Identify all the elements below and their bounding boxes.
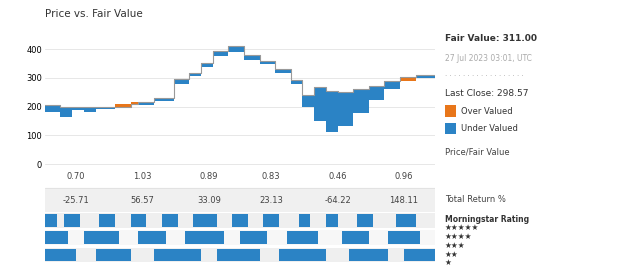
Bar (303, 95, 314, 107)
Bar (45, 213, 435, 228)
Text: 2019: 2019 (131, 173, 154, 182)
Bar (326, 91, 338, 132)
Text: 0.70: 0.70 (67, 172, 85, 181)
Bar (357, 214, 372, 227)
Bar (338, 92, 353, 126)
Text: Total Return %: Total Return % (445, 195, 506, 204)
Text: 27 Jul 2023 03:01, UTC: 27 Jul 2023 03:01, UTC (445, 54, 532, 63)
Bar (212, 51, 228, 56)
Text: 56.57: 56.57 (131, 196, 154, 205)
Text: Fair Value: 311.00: Fair Value: 311.00 (445, 34, 537, 43)
Text: -25.71: -25.71 (63, 196, 90, 205)
Bar (131, 214, 147, 227)
Text: 2020: 2020 (196, 173, 219, 182)
Bar (45, 164, 435, 188)
Bar (131, 101, 138, 104)
Bar (342, 231, 369, 244)
Bar (240, 231, 268, 244)
Bar (162, 214, 177, 227)
Bar (186, 231, 225, 244)
Text: Price/Fair Value: Price/Fair Value (445, 148, 509, 157)
Bar (404, 249, 435, 261)
Text: 2022: 2022 (326, 173, 349, 182)
Text: 2018: 2018 (66, 173, 89, 182)
Bar (154, 249, 201, 261)
Bar (228, 46, 244, 52)
Bar (154, 98, 173, 101)
Bar (260, 61, 275, 64)
Bar (95, 249, 131, 261)
Text: 33.09: 33.09 (197, 196, 221, 205)
Bar (45, 105, 60, 112)
Bar (216, 249, 260, 261)
Bar (45, 248, 435, 262)
Text: ★★★★★: ★★★★★ (445, 223, 479, 232)
Text: ★★★: ★★★ (445, 241, 465, 250)
Text: 1.03: 1.03 (133, 172, 152, 181)
Bar (416, 75, 435, 78)
Bar (60, 107, 72, 117)
Text: ★: ★ (445, 258, 452, 265)
Bar (314, 87, 326, 121)
Bar (45, 188, 435, 212)
Bar (45, 214, 56, 227)
Text: ★★: ★★ (445, 250, 458, 259)
Bar (138, 231, 166, 244)
Bar (287, 231, 318, 244)
Text: 148.11: 148.11 (390, 196, 419, 205)
Bar (173, 79, 189, 84)
Text: 0.96: 0.96 (395, 172, 413, 181)
Bar (264, 214, 279, 227)
Bar (396, 214, 416, 227)
Bar (291, 80, 303, 84)
Bar (45, 249, 76, 261)
Bar (400, 77, 416, 81)
Bar (189, 73, 201, 76)
Text: Under Valued: Under Valued (461, 124, 518, 133)
Bar (275, 69, 291, 73)
Text: Last Close: 298.57: Last Close: 298.57 (445, 89, 528, 98)
Bar (244, 55, 260, 60)
Text: 0.89: 0.89 (200, 172, 218, 181)
Bar (45, 230, 435, 245)
Text: ★★★★: ★★★★ (445, 232, 472, 241)
Text: -64.22: -64.22 (324, 196, 351, 205)
Text: Over Valued: Over Valued (461, 107, 513, 116)
Bar (349, 249, 388, 261)
Bar (138, 101, 154, 105)
Text: Morningstar Rating: Morningstar Rating (445, 215, 529, 224)
Bar (45, 231, 68, 244)
Bar (65, 214, 80, 227)
Bar (369, 86, 385, 100)
Bar (84, 231, 119, 244)
Bar (201, 64, 212, 67)
Bar (115, 104, 131, 107)
Text: Price vs. Fair Value: Price vs. Fair Value (45, 8, 143, 19)
Text: · · · · · · · · · · · · · · · · · ·: · · · · · · · · · · · · · · · · · · (445, 73, 526, 79)
Bar (193, 214, 216, 227)
Bar (299, 214, 310, 227)
Bar (326, 214, 338, 227)
Bar (232, 214, 248, 227)
Bar (72, 107, 84, 109)
Text: YTD: YTD (394, 173, 412, 182)
Text: 23.13: 23.13 (259, 196, 283, 205)
Bar (388, 231, 420, 244)
Bar (279, 249, 326, 261)
Text: 2021: 2021 (261, 173, 284, 182)
Bar (385, 81, 400, 89)
Text: 0.83: 0.83 (262, 172, 280, 181)
Bar (84, 107, 95, 112)
Bar (353, 89, 369, 113)
Text: 0.46: 0.46 (328, 172, 347, 181)
Bar (99, 214, 115, 227)
Bar (95, 107, 115, 109)
